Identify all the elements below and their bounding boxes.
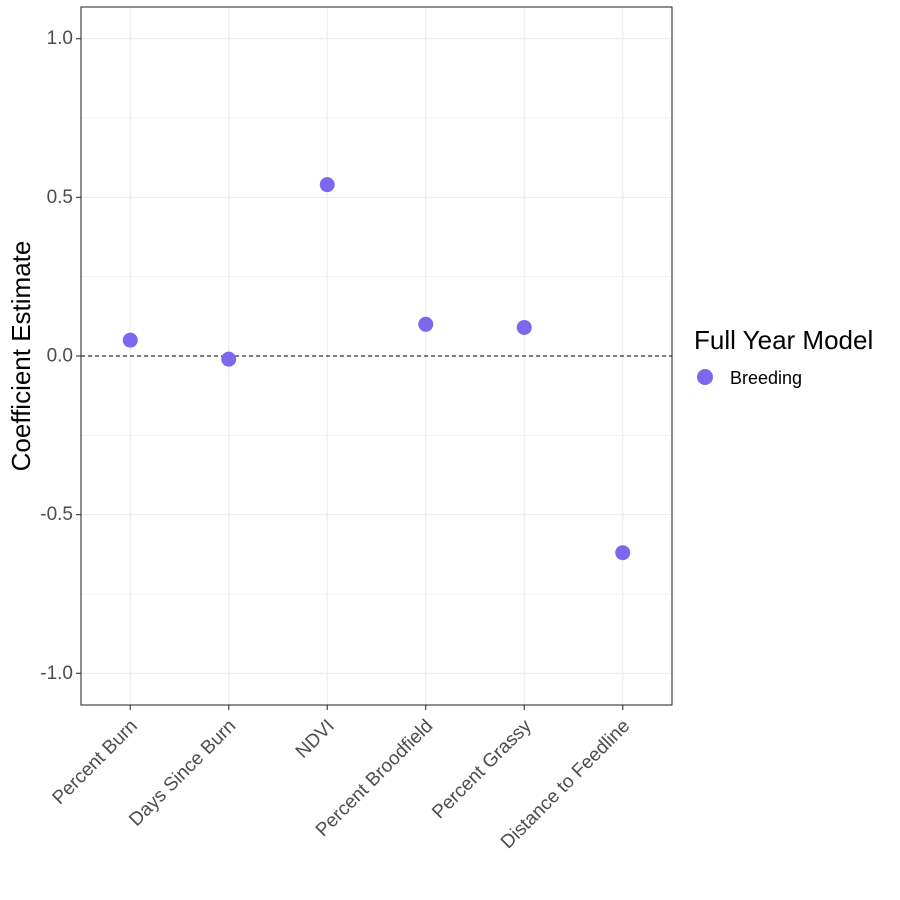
y-tick-label: 1.0 [47, 28, 73, 49]
legend-key-breeding [697, 369, 713, 385]
data-point [319, 177, 335, 193]
y-tick-label: -1.0 [40, 663, 73, 684]
y-axis: -1.0 -0.5 0.0 0.5 1.0 [40, 28, 81, 684]
x-tick-label: Percent Burn [49, 716, 142, 809]
y-axis-title: Coefficient Estimate [6, 241, 36, 472]
x-tick-label: Percent Grassy [428, 715, 536, 823]
data-point [418, 316, 434, 332]
x-tick-label: Days Since Burn [125, 716, 240, 831]
y-tick-label: 0.0 [47, 346, 73, 367]
x-tick-label: NDVI [292, 716, 339, 763]
data-point [516, 319, 532, 335]
y-tick-label: -0.5 [40, 504, 73, 525]
legend-label-breeding: Breeding [730, 368, 802, 388]
data-points [122, 177, 631, 561]
data-point [122, 332, 138, 348]
y-tick-label: 0.5 [47, 187, 73, 208]
legend: Full Year Model Breeding [694, 325, 873, 388]
data-point [221, 351, 237, 367]
data-point [615, 545, 631, 561]
legend-title: Full Year Model [694, 325, 873, 355]
